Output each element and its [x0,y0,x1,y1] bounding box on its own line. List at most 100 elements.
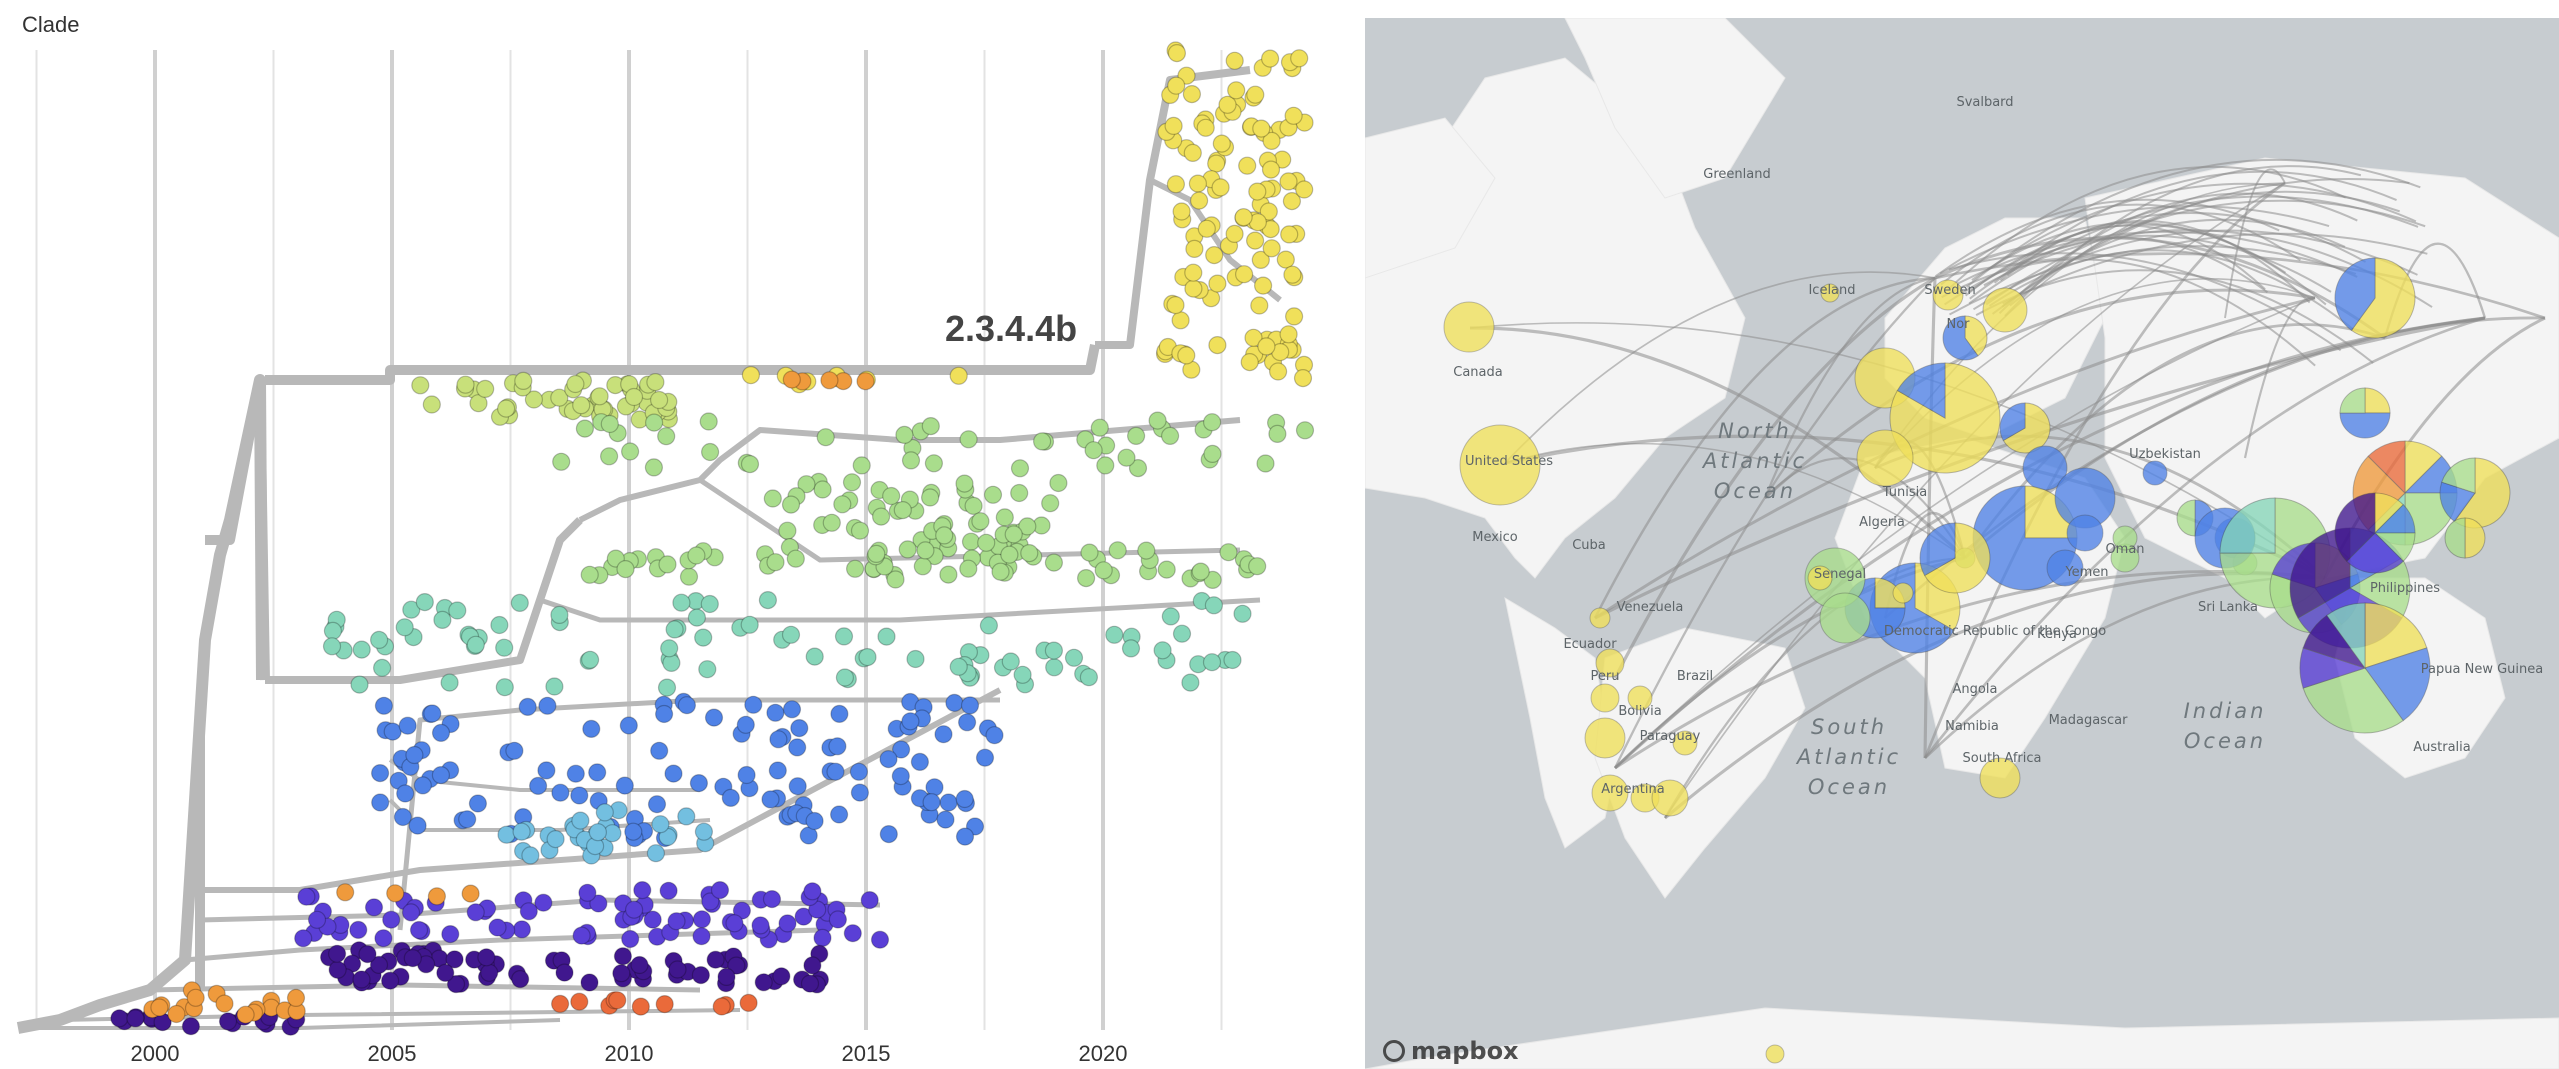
location-peru[interactable] [1584,717,1626,759]
tip-indigo[interactable] [692,910,712,929]
pie-slice[interactable] [1982,287,2028,333]
location-uruguay[interactable] [1651,779,1689,817]
tip-yellow-green[interactable] [566,374,585,394]
tip-clade-2-3-4-4b[interactable] [1246,85,1265,104]
tip-yellow-green[interactable] [550,388,569,407]
pie-slice[interactable] [2334,492,2376,562]
tip-light-blue[interactable] [546,829,565,849]
tip-blue[interactable] [879,749,898,769]
tip-green[interactable] [1203,570,1222,590]
tip-blue[interactable] [849,762,869,781]
pie-slice[interactable] [1924,522,1991,594]
location-indonesia[interactable] [2299,602,2431,734]
tip-green[interactable] [991,562,1010,581]
tip-green[interactable] [913,557,932,576]
pie-slice[interactable] [2367,440,2406,495]
pie-slice[interactable] [1591,774,1629,812]
tip-clade-2-3-4-4b[interactable] [1290,49,1309,68]
tip-clade-2-3-4-4b[interactable] [1167,76,1186,95]
tip-orange[interactable] [856,372,875,391]
tip-clade-2-3-4-4b[interactable] [1227,81,1246,100]
tip-green[interactable] [850,521,870,540]
tip-green[interactable] [1191,562,1210,581]
tip-purple[interactable] [727,956,746,975]
tip-orange[interactable] [782,370,801,389]
tip-indigo[interactable] [725,914,744,933]
tip-green[interactable] [995,508,1014,527]
tip-orange[interactable] [150,998,169,1017]
tip-clade-2-3-4-4b[interactable] [949,366,968,385]
pie-slice[interactable] [2302,667,2404,734]
tip-blue[interactable] [528,776,548,796]
tip-blue[interactable] [408,816,427,835]
tip-teal[interactable] [740,615,759,634]
tip-teal[interactable] [373,658,392,678]
location-egypt[interactable] [1919,522,1991,594]
tip-teal[interactable] [700,594,719,614]
tip-green[interactable] [763,489,782,508]
tip-purple[interactable] [691,965,711,985]
pie-slice[interactable] [1819,592,1871,644]
tip-clade-2-3-4-4b[interactable] [1295,180,1314,199]
tip-clade-2-3-4-4b[interactable] [1245,231,1265,250]
tip-red-orange[interactable] [550,994,570,1014]
tip-green[interactable] [1094,561,1113,580]
location-siberia[interactable] [2334,257,2416,339]
pie-slice[interactable] [2464,517,2486,559]
tip-teal[interactable] [906,649,925,669]
tip-blue[interactable] [790,718,809,738]
tip-indigo[interactable] [374,929,393,948]
tip-indigo[interactable] [401,903,421,922]
tip-teal[interactable] [402,600,421,619]
tip-blue[interactable] [398,716,417,735]
tip-purple[interactable] [403,949,422,968]
pie-slice[interactable] [2046,549,2084,587]
tip-light-blue[interactable] [571,811,590,830]
tip-teal[interactable] [1001,652,1020,671]
tip-blue[interactable] [850,783,870,802]
tip-blue[interactable] [744,695,763,714]
tip-green[interactable] [552,452,571,471]
location-caucasus[interactable] [2066,514,2104,552]
location-pie-charts[interactable] [1443,257,2511,1064]
tip-yellow-green[interactable] [572,396,591,415]
tip-green[interactable] [935,526,954,545]
tip-clade-2-3-4-4b[interactable] [1211,178,1230,197]
tip-clade-2-3-4-4b[interactable] [1166,296,1185,315]
tip-blue[interactable] [677,696,697,715]
tip-blue[interactable] [423,704,442,723]
pie-slice[interactable] [2339,387,2366,414]
location-japan[interactable] [2444,517,2486,559]
tip-blue[interactable] [957,713,977,732]
tip-blue[interactable] [538,696,557,715]
tip-indigo[interactable] [701,892,720,911]
tip-purple[interactable] [668,960,687,979]
tip-indigo[interactable] [692,927,711,946]
tip-blue[interactable] [588,763,607,782]
tip-blue[interactable] [650,741,669,760]
location-france[interactable] [1856,429,1914,487]
tip-clade-2-3-4-4b[interactable] [1262,131,1281,150]
tip-blue[interactable] [393,807,412,827]
location-norway[interactable] [1942,315,1988,361]
pie-slice[interactable] [2373,532,2416,562]
tip-yellow-green[interactable] [497,399,516,418]
tip-red-orange[interactable] [608,991,627,1010]
tip-purple[interactable] [612,964,631,983]
pie-slice[interactable] [1807,565,1833,591]
tip-blue[interactable] [570,786,589,805]
tip-green[interactable] [882,486,901,506]
tip-teal[interactable] [510,593,529,613]
tip-clade-2-3-4-4b[interactable] [1197,219,1216,238]
tip-teal[interactable] [877,627,896,646]
tip-blue[interactable] [689,773,709,793]
pie-slice[interactable] [1459,424,1541,506]
tip-blue[interactable] [805,811,824,831]
tip-clade-2-3-4-4b[interactable] [1253,276,1273,295]
tip-blue[interactable] [788,777,807,796]
tip-green[interactable] [842,473,862,492]
tip-indigo[interactable] [441,924,460,944]
tip-teal[interactable] [1105,625,1124,644]
tip-green[interactable] [1157,560,1176,579]
tip-indigo[interactable] [297,887,316,906]
